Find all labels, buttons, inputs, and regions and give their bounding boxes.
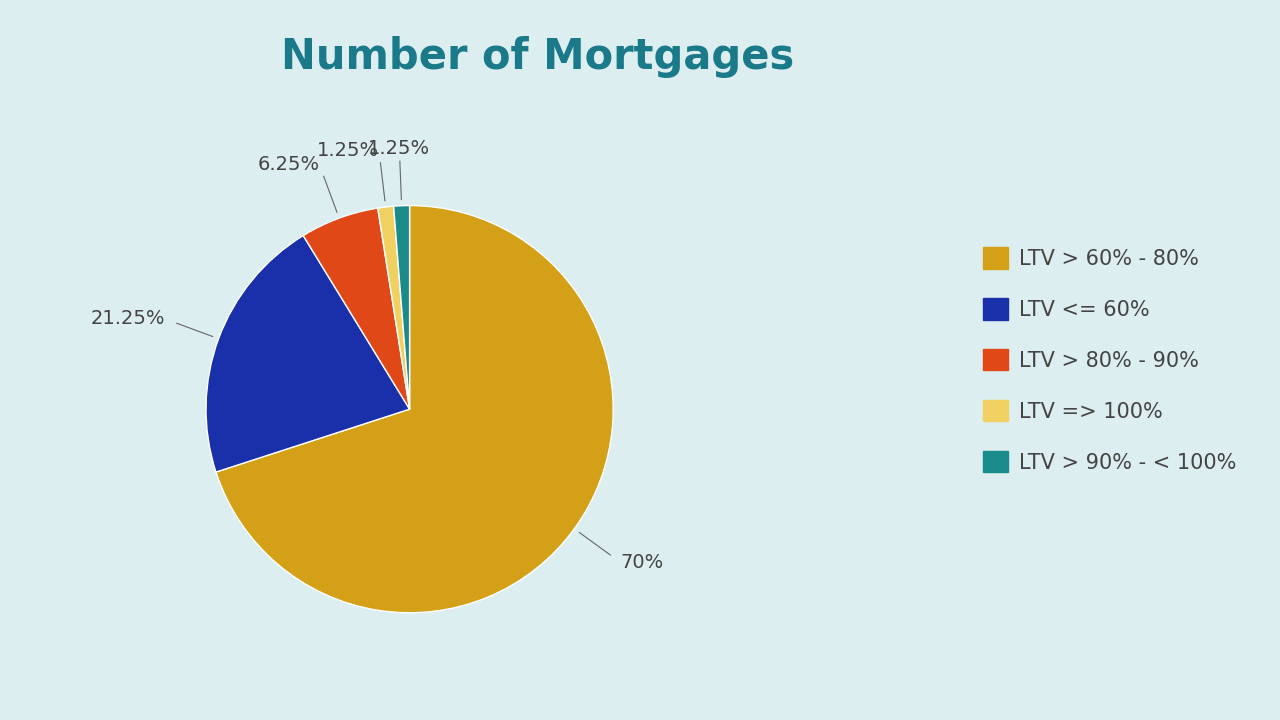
Wedge shape [394, 206, 410, 409]
Wedge shape [206, 235, 410, 472]
Legend: LTV > 60% - 80%, LTV <= 60%, LTV > 80% - 90%, LTV => 100%, LTV > 90% - < 100%: LTV > 60% - 80%, LTV <= 60%, LTV > 80% -… [963, 227, 1257, 493]
Wedge shape [303, 208, 410, 409]
Text: Number of Mortgages: Number of Mortgages [282, 36, 794, 78]
Wedge shape [378, 206, 410, 409]
Text: 21.25%: 21.25% [91, 310, 165, 328]
Text: 1.25%: 1.25% [369, 139, 430, 158]
Text: 6.25%: 6.25% [257, 156, 320, 174]
Text: 70%: 70% [621, 553, 663, 572]
Text: 1.25%: 1.25% [317, 141, 379, 160]
Wedge shape [216, 206, 613, 613]
